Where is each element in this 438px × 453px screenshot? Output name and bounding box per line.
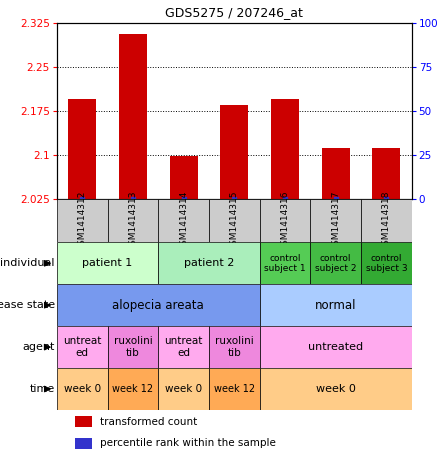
Text: GSM1414314: GSM1414314: [179, 191, 188, 251]
Text: GSM1414317: GSM1414317: [331, 191, 340, 251]
Text: GSM1414312: GSM1414312: [78, 191, 87, 251]
Bar: [108, 199, 158, 242]
Text: untreated: untreated: [308, 342, 363, 352]
Bar: [57, 284, 260, 326]
Bar: [260, 368, 412, 410]
Bar: [158, 199, 209, 242]
Text: GSM1414315: GSM1414315: [230, 191, 239, 251]
Bar: [209, 368, 260, 410]
Text: percentile rank within the sample: percentile rank within the sample: [99, 439, 276, 448]
Bar: [209, 199, 260, 242]
Text: GSM1414316: GSM1414316: [280, 191, 290, 251]
Text: transformed count: transformed count: [99, 417, 197, 427]
Text: week 12: week 12: [214, 384, 255, 394]
Bar: [57, 368, 108, 410]
Bar: [361, 242, 412, 284]
Text: disease state: disease state: [0, 300, 55, 310]
Bar: [170, 156, 198, 199]
Bar: [311, 242, 361, 284]
Text: untreat
ed: untreat ed: [164, 336, 203, 358]
Bar: [271, 99, 299, 199]
Bar: [108, 326, 158, 368]
Text: week 0: week 0: [165, 384, 202, 394]
Text: GSM1414313: GSM1414313: [128, 191, 138, 251]
Bar: [74, 416, 92, 427]
Bar: [260, 326, 412, 368]
Bar: [322, 148, 350, 199]
Text: agent: agent: [22, 342, 55, 352]
Bar: [361, 199, 412, 242]
Text: patient 2: patient 2: [184, 258, 234, 268]
Bar: [260, 242, 311, 284]
Text: alopecia areata: alopecia areata: [113, 299, 204, 312]
Bar: [372, 148, 400, 199]
Bar: [158, 326, 209, 368]
Text: ruxolini
tib: ruxolini tib: [113, 336, 152, 358]
Bar: [57, 242, 158, 284]
Text: patient 1: patient 1: [82, 258, 133, 268]
Text: week 0: week 0: [64, 384, 101, 394]
Bar: [68, 99, 96, 199]
Bar: [260, 199, 311, 242]
Text: week 12: week 12: [113, 384, 154, 394]
Text: untreat
ed: untreat ed: [63, 336, 102, 358]
Bar: [311, 199, 361, 242]
Text: control
subject 3: control subject 3: [366, 254, 407, 273]
Bar: [119, 34, 147, 199]
Text: GSM1414318: GSM1414318: [382, 191, 391, 251]
Bar: [74, 438, 92, 448]
Text: normal: normal: [315, 299, 357, 312]
Bar: [108, 368, 158, 410]
Text: time: time: [29, 384, 55, 394]
Bar: [260, 284, 412, 326]
Text: control
subject 1: control subject 1: [264, 254, 306, 273]
Bar: [158, 242, 260, 284]
Bar: [220, 105, 248, 199]
Text: week 0: week 0: [316, 384, 356, 394]
Bar: [209, 326, 260, 368]
Text: individual: individual: [0, 258, 55, 268]
Title: GDS5275 / 207246_at: GDS5275 / 207246_at: [166, 6, 303, 19]
Bar: [57, 326, 108, 368]
Bar: [158, 368, 209, 410]
Text: ruxolini
tib: ruxolini tib: [215, 336, 254, 358]
Text: control
subject 2: control subject 2: [315, 254, 357, 273]
Bar: [57, 199, 108, 242]
